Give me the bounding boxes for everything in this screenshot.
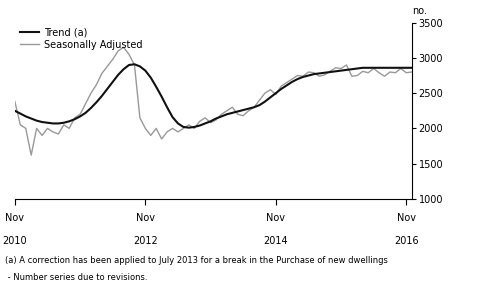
Text: Nov: Nov [5,213,24,223]
Legend: Trend (a), Seasonally Adjusted: Trend (a), Seasonally Adjusted [20,28,142,49]
Text: Nov: Nov [266,213,285,223]
Text: (a) A correction has been applied to July 2013 for a break in the Purchase of ne: (a) A correction has been applied to Jul… [5,256,388,265]
Text: no.: no. [412,6,427,16]
Text: 2014: 2014 [263,236,288,246]
Text: Nov: Nov [397,213,416,223]
Text: 2012: 2012 [133,236,158,246]
Text: 2010: 2010 [2,236,27,246]
Text: Nov: Nov [136,213,155,223]
Text: 2016: 2016 [394,236,419,246]
Text: - Number series due to revisions.: - Number series due to revisions. [5,273,147,282]
